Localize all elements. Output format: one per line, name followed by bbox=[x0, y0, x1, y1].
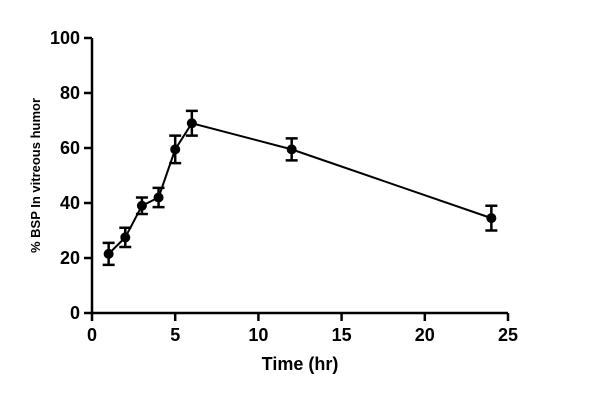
y-tick-label: 20 bbox=[60, 248, 80, 268]
x-tick-label: 5 bbox=[170, 325, 180, 345]
series-line bbox=[107, 122, 492, 255]
data-point bbox=[170, 144, 181, 155]
data-point bbox=[286, 144, 297, 155]
data-point bbox=[136, 200, 147, 211]
x-tick-label: 25 bbox=[498, 325, 518, 345]
x-tick-label: 10 bbox=[248, 325, 268, 345]
data-point bbox=[120, 232, 131, 243]
y-tick-label: 100 bbox=[50, 28, 80, 48]
y-tick-label: 40 bbox=[60, 193, 80, 213]
x-tick-label: 0 bbox=[87, 325, 97, 345]
data-point bbox=[186, 118, 197, 129]
x-tick-label: 20 bbox=[415, 325, 435, 345]
y-tick-label: 60 bbox=[60, 138, 80, 158]
data-point bbox=[153, 192, 164, 203]
ticks: 0 20 40 60 80 100 0 5 10 15 20 25 bbox=[50, 28, 518, 345]
y-tick-label: 0 bbox=[70, 303, 80, 323]
series-layer bbox=[102, 109, 498, 267]
x-tick-label: 15 bbox=[332, 325, 352, 345]
x-axis-title: Time (hr) bbox=[262, 354, 339, 374]
data-point bbox=[486, 213, 497, 224]
y-tick-label: 80 bbox=[60, 83, 80, 103]
axes bbox=[90, 38, 508, 315]
y-axis-title: % BSP In vitreous humor bbox=[28, 98, 43, 253]
data-point bbox=[103, 248, 114, 259]
